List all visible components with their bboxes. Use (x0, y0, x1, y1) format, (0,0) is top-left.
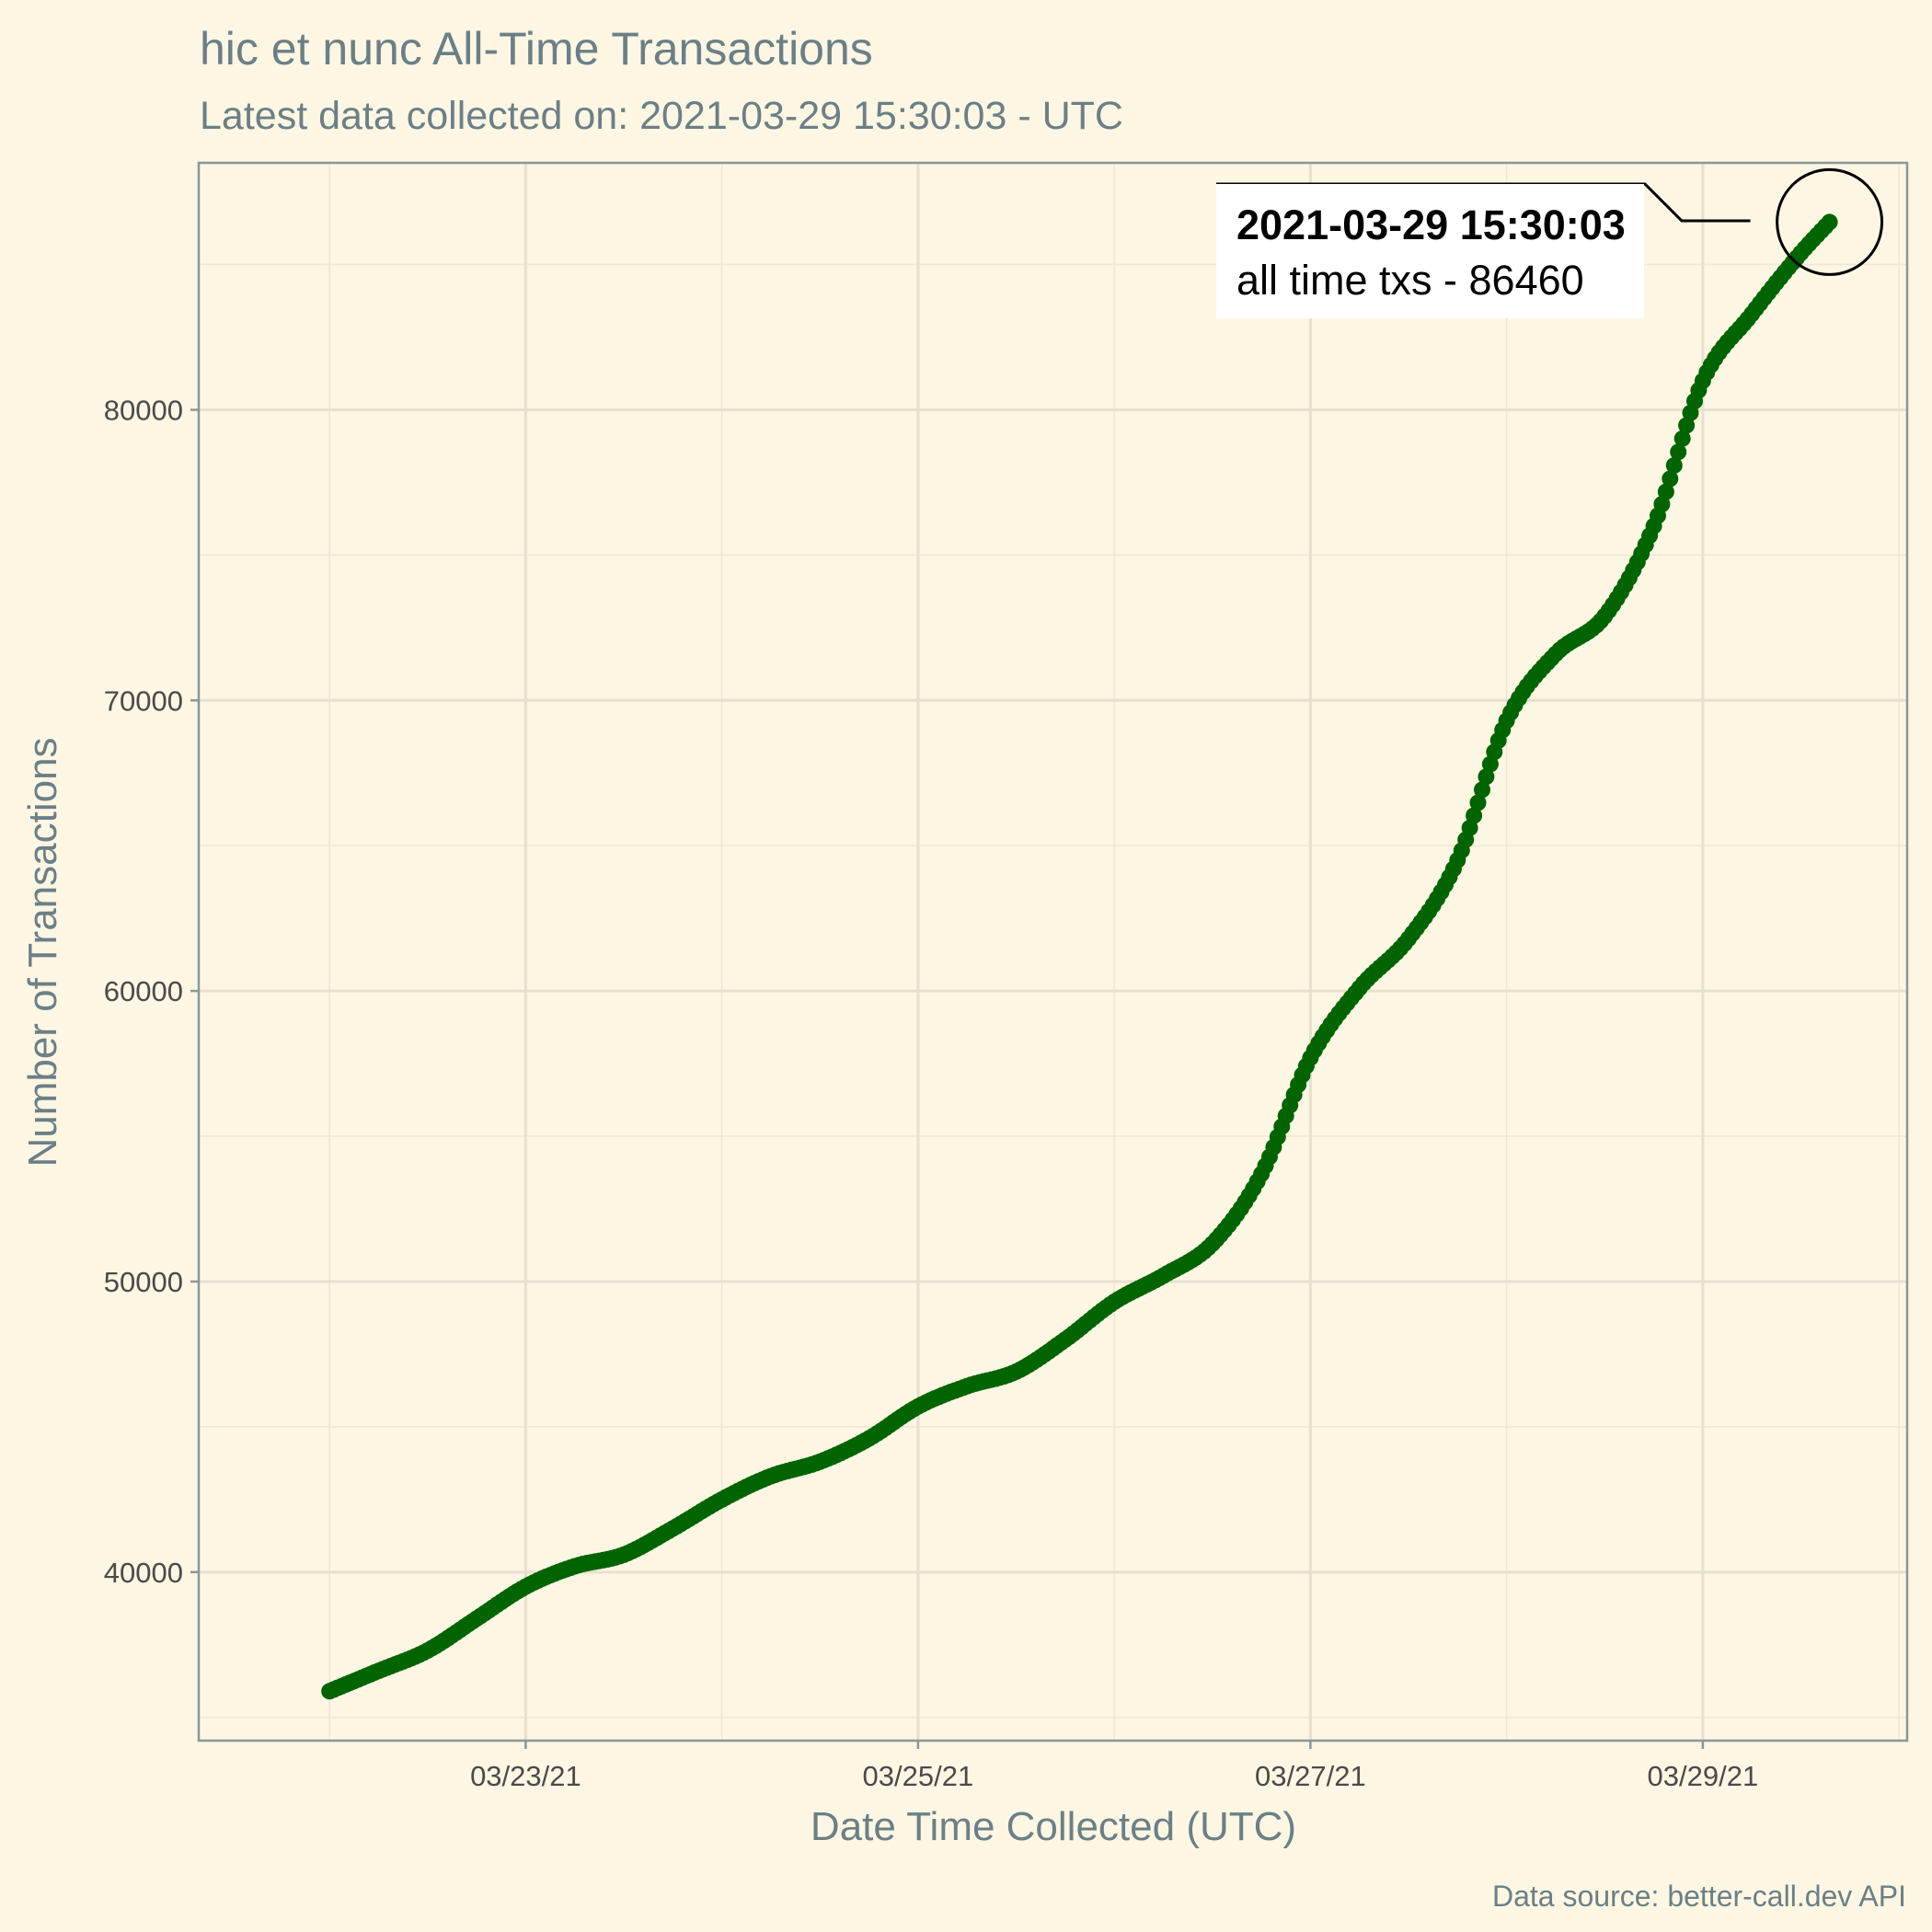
grid-minor (199, 163, 1907, 1741)
y-tick-label: 70000 (104, 684, 183, 717)
annotation-title: 2021-03-29 15:30:03 (1236, 201, 1626, 248)
annotation-circle (1776, 167, 1884, 276)
chart-title: hic et nunc All-Time Transactions (200, 23, 873, 75)
series-points (321, 213, 1838, 1700)
y-tick-label: 40000 (104, 1557, 183, 1589)
caption: Data source: better-call.dev API (1492, 1880, 1906, 1913)
x-tick-label: 03/27/21 (1255, 1760, 1366, 1792)
x-axis: 03/23/21 03/25/21 03/27/21 03/29/21 (470, 1741, 1758, 1792)
x-tick-label: 03/25/21 (863, 1760, 974, 1792)
data-point (1474, 781, 1490, 799)
data-point (1665, 456, 1683, 474)
series-line (328, 221, 1832, 1694)
data-point (1821, 213, 1838, 231)
data-point (1670, 443, 1687, 461)
grid-major (199, 163, 1907, 1741)
data-point (1662, 470, 1679, 488)
data-point (1466, 807, 1483, 824)
y-axis: 40000 50000 60000 70000 80000 (104, 394, 199, 1589)
x-tick-label: 03/23/21 (470, 1760, 581, 1792)
y-tick-label: 50000 (104, 1266, 183, 1298)
data-point (1678, 417, 1696, 434)
annotation-text: all time txs - 86460 (1236, 257, 1584, 304)
annotation-box (1216, 184, 1644, 318)
y-axis-title: Number of Transactions (20, 737, 65, 1167)
x-tick-label: 03/29/21 (1648, 1760, 1759, 1792)
y-tick-label: 80000 (104, 394, 183, 426)
plot-panel-border (197, 161, 1909, 1742)
chart-subtitle: Latest data collected on: 2021-03-29 15:… (200, 94, 1123, 138)
data-point (1657, 483, 1674, 500)
data-point (1469, 794, 1487, 811)
annotation: 2021-03-29 15:30:03 all time txs - 86460 (1216, 167, 1884, 318)
y-tick-label: 60000 (104, 975, 183, 1007)
data-point (1478, 768, 1495, 786)
x-axis-title: Date Time Collected (UTC) (811, 1804, 1296, 1849)
data-point (1673, 430, 1691, 447)
